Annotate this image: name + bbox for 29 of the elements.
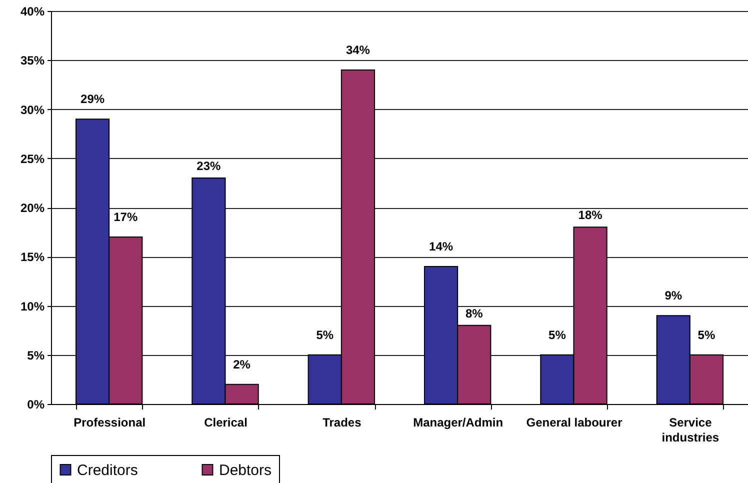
data-label: 14%: [429, 239, 454, 254]
x-tick-label: Trades: [322, 416, 362, 430]
y-tick-label: 0%: [27, 398, 45, 412]
y-tick-label: 5%: [27, 348, 45, 362]
x-tick-label: Professional: [74, 416, 146, 430]
data-label: 5%: [698, 328, 716, 342]
y-tick-label: 35%: [20, 54, 45, 68]
data-label: 2%: [233, 357, 251, 372]
data-label: 23%: [196, 159, 222, 174]
data-label: 17%: [114, 210, 138, 224]
y-tick-label: 15%: [20, 250, 45, 264]
y-tick-label: 25%: [20, 152, 45, 166]
data-label: 34%: [346, 42, 370, 57]
data-label: 29%: [80, 92, 105, 106]
data-label: 18%: [578, 208, 603, 222]
y-tick-label: 10%: [20, 299, 45, 314]
x-tick-label: General labourer: [526, 416, 623, 430]
data-label: 5%: [316, 328, 334, 342]
data-label: 5%: [548, 328, 566, 342]
x-tick-label: Service industries: [662, 416, 720, 444]
y-tick-label: 30%: [20, 102, 45, 117]
data-label: 9%: [664, 288, 682, 303]
data-label: 8%: [465, 306, 484, 320]
y-tick-label: 20%: [20, 201, 45, 215]
x-tick-label: Clerical: [204, 416, 248, 430]
y-tick-label: 40%: [20, 4, 45, 18]
legend-label: Debtors: [219, 462, 272, 479]
legend-label: Creditors: [77, 462, 138, 479]
x-tick-label: Manager/Admin: [413, 416, 504, 430]
